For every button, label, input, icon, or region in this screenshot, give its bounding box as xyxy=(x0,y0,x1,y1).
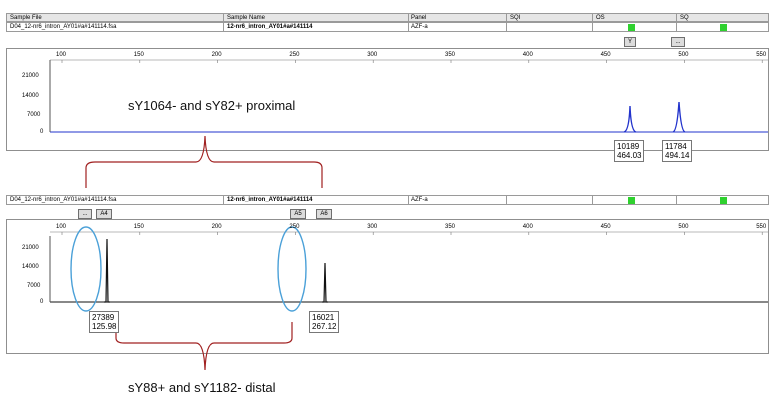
allele-button-a6[interactable]: A6 xyxy=(316,209,332,219)
x-tick-label: 450 xyxy=(600,52,611,58)
col-header-os[interactable]: OS xyxy=(596,15,605,21)
peak-size: 494.14 xyxy=(665,151,690,160)
x-tick-label: 150 xyxy=(133,224,144,230)
bracket-proximal xyxy=(85,135,323,188)
x-tick-label: 150 xyxy=(133,52,144,58)
peak-height: 11784 xyxy=(665,142,687,151)
col-header-sq[interactable]: SQ xyxy=(680,15,689,21)
x-tick-label: 450 xyxy=(600,224,611,230)
bracket-distal xyxy=(115,322,293,371)
quality-indicator-os xyxy=(628,197,635,204)
peak-trace-494 xyxy=(672,101,686,133)
y-tick-label: 21000 xyxy=(22,245,39,251)
sample-file-value: D04_12-nr6_intron_AY01#a#141114.fsa xyxy=(10,24,117,30)
quality-indicator-sq xyxy=(720,24,727,31)
x-tick-label: 350 xyxy=(445,52,456,58)
x-tick-label: 200 xyxy=(211,224,222,230)
col-header-sample-file[interactable]: Sample File xyxy=(10,15,42,21)
x-tick-label: 350 xyxy=(445,224,456,230)
x-tick-label: 400 xyxy=(522,224,533,230)
peak-trace-267 xyxy=(322,262,328,303)
x-tick-label: 250 xyxy=(289,52,300,58)
electropherogram-pane-2[interactable] xyxy=(6,219,769,354)
x-axis-pane-2 xyxy=(50,231,768,235)
panel-value: AZF-a xyxy=(411,197,428,203)
highlight-ellipse-left xyxy=(70,226,102,312)
x-tick-label: 500 xyxy=(678,52,689,58)
peak-height: 27389 xyxy=(92,313,115,322)
x-tick-label: 300 xyxy=(367,224,378,230)
x-tick-label: 250 xyxy=(289,224,300,230)
table-header-1: Sample File Sample Name Panel SQI OS SQ xyxy=(6,13,769,22)
peak-label-464[interactable]: 10189 464.03 xyxy=(614,140,645,162)
y-tick-label: 7000 xyxy=(27,283,41,289)
col-header-panel[interactable]: Panel xyxy=(411,15,427,21)
x-tick-label: 400 xyxy=(522,52,533,58)
peak-trace-464 xyxy=(623,105,637,133)
quality-indicator-os xyxy=(628,24,635,31)
x-tick-label: 300 xyxy=(367,52,378,58)
peak-label-494[interactable]: 11784 494.14 xyxy=(662,140,693,162)
y-tick-label: 14000 xyxy=(22,93,39,99)
y-tick-label: 14000 xyxy=(22,264,39,270)
x-tick-label: 550 xyxy=(756,224,767,230)
peak-label-126[interactable]: 27389 125.98 xyxy=(89,311,120,333)
sample-name-value: 12-nr6_intron_AY01#a#141114 xyxy=(227,24,313,30)
y-tick-label: 0 xyxy=(40,299,44,305)
y-tick-label: 21000 xyxy=(22,73,39,79)
x-tick-label: 500 xyxy=(678,224,689,230)
annotation-proximal: sY1064- and sY82+ proximal xyxy=(128,98,296,113)
quality-indicator-sq xyxy=(720,197,727,204)
x-axis-pane-1 xyxy=(50,59,768,63)
x-tick-label: 100 xyxy=(56,224,67,230)
peak-size: 267.12 xyxy=(312,322,337,331)
sample-row-2[interactable]: D04_12-nr6_intron_AY01#a#141114.fsa 12-n… xyxy=(6,195,769,205)
peak-size: 464.03 xyxy=(617,151,642,160)
panel-value: AZF-a xyxy=(411,24,428,30)
x-tick-label: 200 xyxy=(211,52,222,58)
peak-trace-126 xyxy=(104,238,110,303)
allele-button-y[interactable]: Y xyxy=(624,37,636,47)
x-tick-label: 100 xyxy=(56,52,67,58)
col-header-sample-name[interactable]: Sample Name xyxy=(227,15,266,21)
y-tick-label: 7000 xyxy=(27,112,41,118)
x-tick-label: 550 xyxy=(756,52,767,58)
col-header-sqi[interactable]: SQI xyxy=(510,15,521,21)
allele-button-a4[interactable]: A4 xyxy=(96,209,112,219)
allele-more-button[interactable]: ... xyxy=(78,209,92,219)
annotation-distal: sY88+ and sY1182- distal xyxy=(128,380,276,395)
highlight-ellipse-right xyxy=(277,226,307,312)
peak-label-267[interactable]: 16021 267.12 xyxy=(309,311,340,333)
sample-name-value: 12-nr6_intron_AY01#a#141114 xyxy=(227,197,313,203)
peak-height: 16021 xyxy=(312,313,335,322)
peak-size: 125.98 xyxy=(92,322,117,331)
electropherogram-pane-1[interactable] xyxy=(6,48,769,151)
sample-row-1[interactable]: D04_12-nr6_intron_AY01#a#141114.fsa 12-n… xyxy=(6,22,769,32)
y-tick-label: 0 xyxy=(40,129,44,135)
sample-file-value: D04_12-nr6_intron_AY01#a#141114.fsa xyxy=(10,197,117,203)
peak-height: 10189 xyxy=(617,142,640,151)
allele-more-button[interactable]: ... xyxy=(671,37,685,47)
allele-button-a5[interactable]: A5 xyxy=(290,209,306,219)
